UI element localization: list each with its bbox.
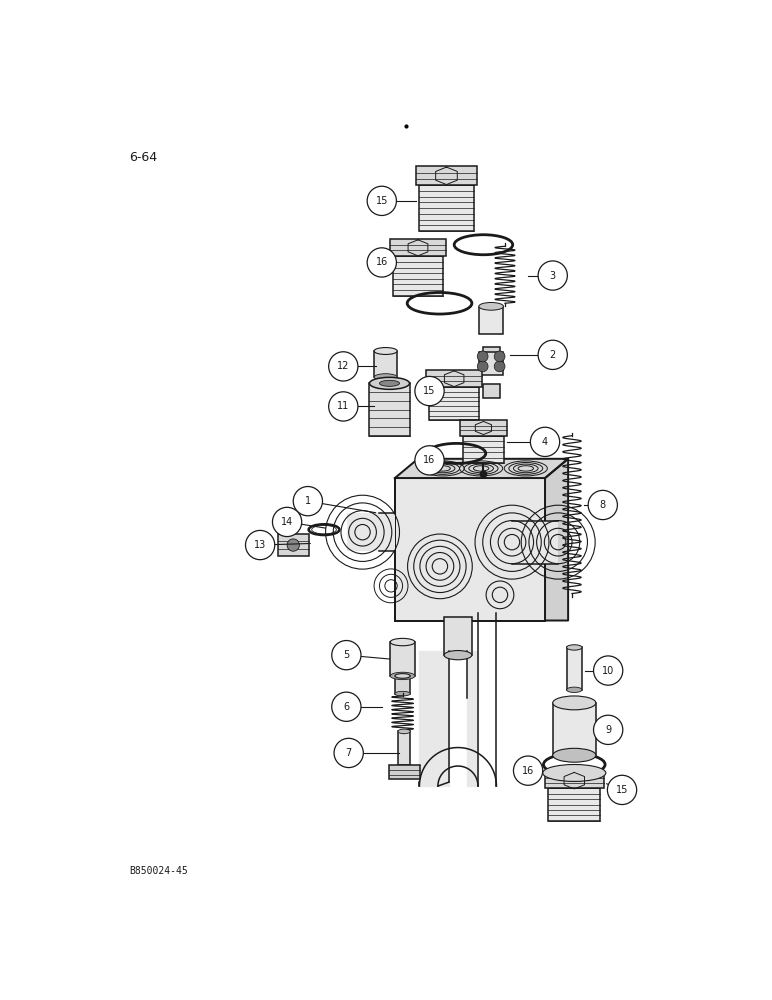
Bar — [482, 384, 499, 398]
Bar — [278, 534, 309, 556]
Bar — [391, 239, 445, 256]
Ellipse shape — [391, 638, 415, 646]
Circle shape — [494, 361, 505, 372]
Circle shape — [477, 361, 488, 372]
Ellipse shape — [374, 348, 397, 354]
Text: 6: 6 — [344, 702, 350, 712]
Bar — [482, 306, 499, 320]
Bar — [418, 185, 474, 231]
Bar — [389, 765, 419, 779]
Circle shape — [530, 427, 560, 456]
Bar — [548, 788, 601, 821]
Ellipse shape — [391, 672, 415, 680]
Bar — [426, 370, 482, 387]
Bar — [444, 617, 472, 655]
Circle shape — [245, 530, 275, 560]
Circle shape — [329, 392, 358, 421]
Circle shape — [293, 487, 323, 516]
Circle shape — [334, 738, 364, 768]
Text: 6-64: 6-64 — [129, 151, 157, 164]
Text: 12: 12 — [337, 361, 350, 371]
Ellipse shape — [553, 748, 596, 762]
Ellipse shape — [374, 374, 397, 381]
Ellipse shape — [479, 302, 503, 310]
Circle shape — [588, 490, 618, 520]
Bar — [395, 478, 545, 620]
Bar — [545, 773, 604, 788]
Bar — [391, 642, 415, 676]
Text: 15: 15 — [376, 196, 388, 206]
Bar — [462, 436, 504, 463]
Text: 4: 4 — [542, 437, 548, 447]
Text: 11: 11 — [337, 401, 350, 411]
Text: 15: 15 — [423, 386, 435, 396]
Bar — [493, 521, 558, 564]
Circle shape — [367, 248, 396, 277]
Ellipse shape — [398, 729, 410, 734]
Text: 1: 1 — [305, 496, 311, 506]
Bar — [347, 513, 395, 551]
Bar — [398, 731, 410, 765]
Text: 8: 8 — [600, 500, 606, 510]
Text: 3: 3 — [550, 271, 556, 281]
Polygon shape — [395, 459, 568, 478]
Circle shape — [287, 539, 300, 551]
Circle shape — [273, 507, 302, 537]
Circle shape — [594, 656, 623, 685]
Circle shape — [332, 641, 361, 670]
Circle shape — [594, 715, 623, 744]
Bar — [395, 676, 410, 694]
Circle shape — [538, 340, 567, 369]
Bar — [393, 256, 443, 296]
Text: 14: 14 — [281, 517, 293, 527]
Ellipse shape — [370, 377, 409, 389]
Text: 15: 15 — [616, 785, 628, 795]
Circle shape — [415, 376, 444, 406]
Text: 13: 13 — [254, 540, 266, 550]
Circle shape — [415, 446, 444, 475]
Ellipse shape — [444, 651, 472, 660]
Circle shape — [477, 351, 488, 362]
Bar — [429, 387, 479, 420]
Ellipse shape — [395, 674, 410, 678]
Circle shape — [367, 186, 396, 215]
Text: 16: 16 — [423, 455, 435, 465]
Bar — [567, 647, 582, 690]
Text: 9: 9 — [605, 725, 611, 735]
Text: 5: 5 — [344, 650, 350, 660]
Text: 10: 10 — [602, 666, 615, 676]
Ellipse shape — [380, 380, 399, 386]
Text: 16: 16 — [522, 766, 534, 776]
Circle shape — [494, 351, 505, 362]
Circle shape — [608, 775, 637, 805]
Ellipse shape — [567, 687, 582, 692]
Bar — [460, 420, 506, 436]
Circle shape — [332, 692, 361, 721]
Bar — [553, 703, 596, 755]
Ellipse shape — [567, 645, 582, 650]
Circle shape — [513, 756, 543, 785]
Polygon shape — [545, 459, 568, 620]
Ellipse shape — [543, 764, 606, 781]
Text: 2: 2 — [550, 350, 556, 360]
Bar — [370, 383, 409, 436]
Bar — [416, 166, 476, 185]
Bar — [479, 307, 503, 334]
Bar — [482, 347, 499, 361]
Circle shape — [479, 470, 487, 478]
Ellipse shape — [553, 696, 596, 710]
Text: 7: 7 — [346, 748, 352, 758]
Text: B850024-45: B850024-45 — [129, 866, 188, 876]
Bar — [374, 351, 397, 377]
Circle shape — [329, 352, 358, 381]
Text: 16: 16 — [376, 257, 388, 267]
Ellipse shape — [395, 691, 410, 696]
Bar — [479, 352, 503, 375]
Circle shape — [538, 261, 567, 290]
